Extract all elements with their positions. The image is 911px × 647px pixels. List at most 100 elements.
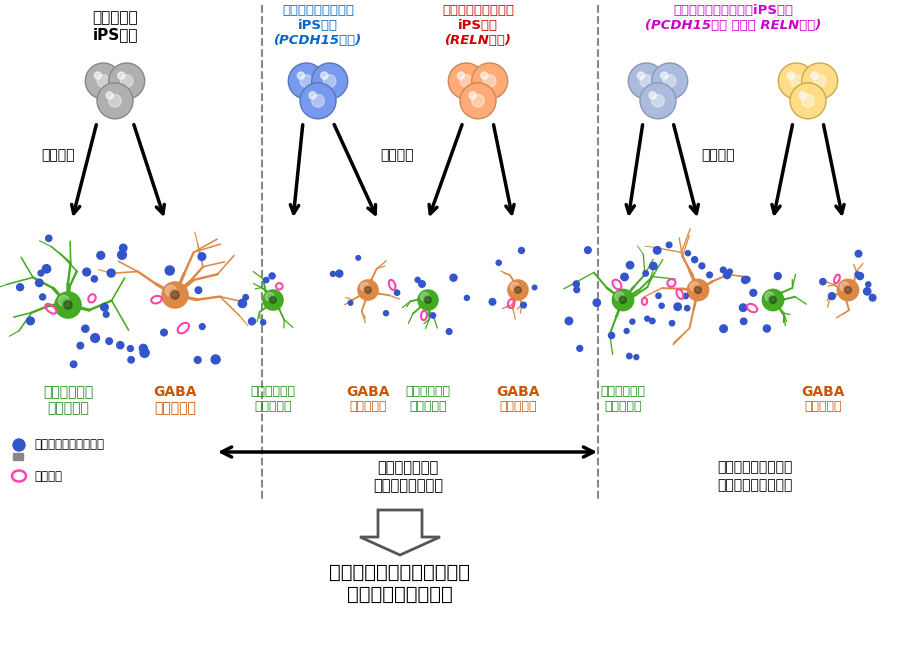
Circle shape	[472, 63, 507, 99]
Circle shape	[659, 303, 664, 309]
Circle shape	[288, 63, 324, 99]
Circle shape	[361, 283, 369, 291]
Circle shape	[765, 292, 774, 301]
Circle shape	[97, 83, 133, 119]
FancyBboxPatch shape	[13, 453, 23, 460]
Circle shape	[787, 72, 794, 79]
Circle shape	[356, 256, 361, 260]
Circle shape	[707, 272, 712, 278]
Circle shape	[165, 266, 174, 275]
Circle shape	[195, 287, 201, 294]
Circle shape	[16, 284, 24, 291]
Circle shape	[720, 325, 727, 333]
Circle shape	[86, 63, 121, 99]
Circle shape	[727, 269, 732, 274]
Circle shape	[417, 289, 439, 311]
Text: GABA: GABA	[802, 385, 844, 399]
Circle shape	[663, 74, 676, 87]
Circle shape	[169, 289, 181, 302]
Circle shape	[611, 289, 634, 311]
Circle shape	[577, 345, 583, 351]
Circle shape	[265, 292, 274, 301]
Circle shape	[97, 74, 109, 87]
Text: iPS細胞: iPS細胞	[458, 19, 498, 32]
Circle shape	[460, 83, 496, 119]
Circle shape	[643, 270, 649, 276]
Circle shape	[321, 72, 328, 79]
Circle shape	[62, 299, 74, 311]
Circle shape	[469, 92, 476, 99]
Circle shape	[394, 290, 400, 295]
Circle shape	[118, 250, 127, 259]
Circle shape	[770, 296, 776, 303]
Circle shape	[300, 83, 336, 119]
Circle shape	[430, 313, 435, 318]
Circle shape	[778, 63, 814, 99]
Circle shape	[820, 279, 826, 285]
Circle shape	[750, 289, 757, 296]
Circle shape	[165, 285, 177, 296]
Circle shape	[312, 94, 324, 107]
Circle shape	[46, 235, 52, 241]
Circle shape	[161, 281, 189, 309]
Circle shape	[39, 294, 46, 300]
Circle shape	[843, 285, 853, 295]
Circle shape	[26, 317, 35, 325]
Text: 作動性神経: 作動性神経	[349, 400, 387, 413]
Text: 作動性神経: 作動性神経	[804, 400, 842, 413]
Circle shape	[300, 74, 312, 87]
Text: 共通して観察された: 共通して観察された	[347, 585, 453, 604]
Circle shape	[64, 301, 72, 309]
Circle shape	[691, 257, 698, 263]
Circle shape	[421, 292, 429, 301]
Circle shape	[484, 74, 496, 87]
Circle shape	[120, 74, 133, 87]
Circle shape	[82, 325, 89, 333]
Text: 樹状突起の短縮: 樹状突起の短縮	[377, 460, 438, 475]
Circle shape	[515, 287, 521, 293]
Circle shape	[160, 329, 168, 336]
Text: 健常者由来: 健常者由来	[92, 10, 138, 25]
Circle shape	[465, 296, 469, 300]
Circle shape	[496, 260, 501, 265]
Circle shape	[790, 83, 826, 119]
Circle shape	[609, 333, 615, 338]
Circle shape	[70, 361, 77, 367]
Circle shape	[261, 320, 266, 325]
Circle shape	[263, 278, 269, 283]
Circle shape	[423, 295, 433, 305]
Circle shape	[95, 72, 101, 79]
Text: 作動性神経: 作動性神経	[154, 401, 196, 415]
Text: 作動性神経: 作動性神経	[604, 400, 641, 413]
Circle shape	[171, 291, 179, 299]
Circle shape	[38, 270, 44, 276]
Circle shape	[649, 92, 656, 99]
Text: シナプス: シナプス	[34, 470, 62, 483]
Circle shape	[670, 320, 675, 326]
Circle shape	[638, 72, 644, 79]
Text: 患者由来神経細胞の: 患者由来神経細胞の	[717, 460, 793, 474]
Text: 統合失調症患者由来: 統合失調症患者由来	[442, 4, 514, 17]
Circle shape	[585, 247, 591, 254]
Circle shape	[312, 63, 348, 99]
Text: 作動性神経: 作動性神経	[254, 400, 292, 413]
Circle shape	[790, 74, 803, 87]
Circle shape	[574, 287, 579, 292]
Circle shape	[331, 271, 335, 276]
Circle shape	[811, 72, 818, 79]
Circle shape	[117, 342, 124, 349]
Circle shape	[650, 262, 657, 270]
Text: GABA: GABA	[153, 385, 197, 399]
Circle shape	[864, 288, 871, 295]
Circle shape	[97, 252, 105, 259]
Circle shape	[650, 318, 655, 324]
Circle shape	[690, 282, 699, 291]
Circle shape	[108, 63, 145, 99]
Text: グルタミン酸: グルタミン酸	[600, 385, 646, 398]
Circle shape	[513, 285, 523, 295]
Circle shape	[629, 63, 664, 99]
Circle shape	[694, 287, 701, 294]
Text: GABA: GABA	[496, 385, 539, 399]
Circle shape	[107, 269, 115, 277]
Circle shape	[573, 281, 579, 287]
